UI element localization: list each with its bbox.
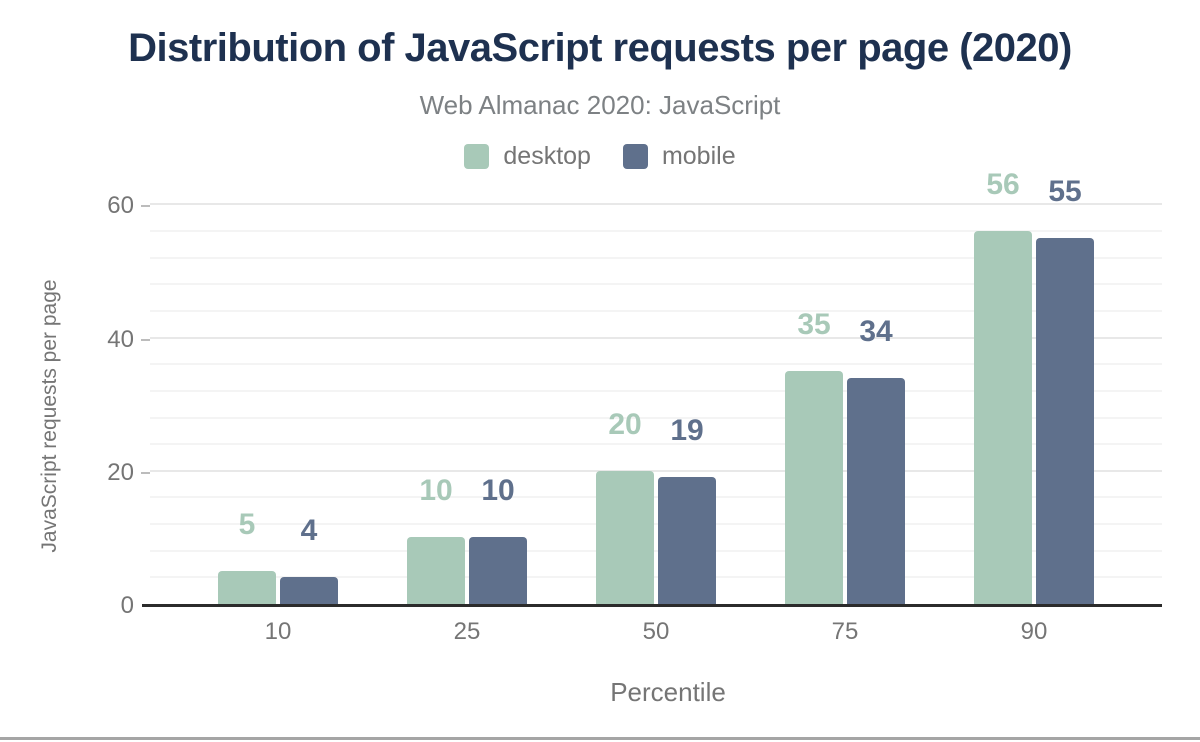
bar-desktop-p10[interactable] [218, 570, 276, 604]
minor-gridline-4 [150, 576, 1162, 579]
x-tick-label-25: 25 [453, 618, 481, 645]
bar-value-label-mobile-p25: 10 [481, 474, 515, 508]
bar-value-label-mobile-p50: 19 [670, 414, 704, 448]
major-gridline-60 [150, 203, 1162, 206]
x-axis-title: Percentile [610, 677, 726, 707]
chart-subtitle: Web Almanac 2020: JavaScript [419, 90, 781, 120]
minor-gridline-36 [150, 363, 1162, 366]
bar-desktop-p25[interactable] [407, 537, 465, 604]
legend-label-desktop: desktop [503, 142, 591, 170]
x-tick-label-10: 10 [264, 618, 292, 645]
x-tick-label-90: 90 [1020, 618, 1048, 645]
bar-value-label-desktop-p10: 5 [238, 507, 256, 541]
y-tick-label-0: 0 [120, 592, 134, 619]
bar-mobile-p75[interactable] [847, 377, 905, 604]
bar-value-label-desktop-p25: 10 [419, 474, 453, 508]
legend-item-mobile[interactable]: mobile [622, 142, 736, 171]
y-tick-mark-60 [141, 205, 150, 208]
bar-desktop-p90[interactable] [974, 231, 1032, 604]
chart-title: Distribution of JavaScript requests per … [128, 26, 1072, 70]
legend-label-mobile: mobile [661, 142, 736, 170]
y-tick-label-20: 20 [107, 458, 134, 486]
bar-value-label-mobile-p10: 4 [300, 514, 318, 548]
x-axis-line [142, 604, 1162, 607]
minor-gridline-32 [150, 389, 1162, 392]
minor-gridline-28 [150, 416, 1162, 419]
major-gridline-40 [150, 336, 1162, 339]
minor-gridline-16 [150, 496, 1162, 499]
minor-gridline-48 [150, 283, 1162, 286]
y-tick-mark-20 [141, 471, 150, 474]
bar-value-label-desktop-p50: 20 [608, 407, 642, 441]
legend: desktop mobile [0, 142, 1200, 171]
y-tick-label-60: 60 [107, 192, 134, 220]
minor-gridline-24 [150, 443, 1162, 446]
bar-value-label-desktop-p90: 56 [986, 168, 1020, 202]
bar-mobile-p90[interactable] [1036, 237, 1094, 604]
bottom-divider [0, 737, 1200, 740]
bar-value-label-mobile-p90: 55 [1048, 174, 1082, 208]
minor-gridline-44 [150, 309, 1162, 312]
legend-item-desktop[interactable]: desktop [464, 142, 591, 171]
minor-gridline-56 [150, 230, 1162, 233]
minor-gridline-8 [150, 549, 1162, 552]
bar-mobile-p50[interactable] [658, 477, 716, 604]
plot-area: 5 4 10 10 20 19 35 34 56 55 [142, 170, 1162, 607]
y-tick-label-40: 40 [107, 325, 134, 353]
minor-gridline-12 [150, 523, 1162, 526]
bar-desktop-p50[interactable] [596, 470, 654, 604]
y-tick-mark-40 [141, 338, 150, 341]
minor-gridline-52 [150, 256, 1162, 259]
x-tick-label-75: 75 [831, 618, 859, 645]
y-axis-title: JavaScript requests per page [38, 279, 61, 553]
bar-mobile-p25[interactable] [469, 537, 527, 604]
bar-mobile-p10[interactable] [280, 577, 338, 604]
bar-value-label-mobile-p75: 34 [859, 314, 893, 348]
legend-swatch-mobile-icon [622, 144, 648, 169]
bar-value-label-desktop-p75: 35 [797, 307, 831, 341]
legend-swatch-desktop-icon [464, 144, 490, 169]
x-tick-label-50: 50 [642, 618, 670, 645]
bar-desktop-p75[interactable] [785, 370, 843, 604]
major-gridline-20 [150, 469, 1162, 472]
